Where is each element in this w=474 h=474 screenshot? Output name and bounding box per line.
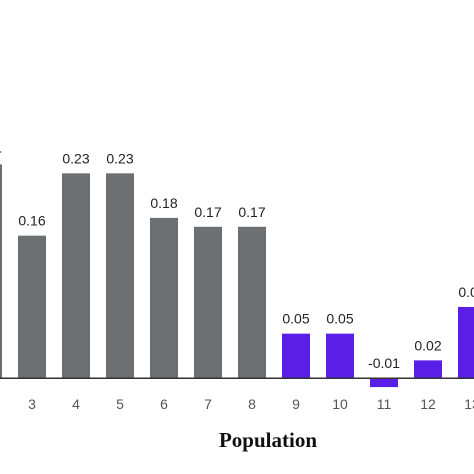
- x-tick-label: 3: [28, 396, 36, 412]
- value-label: 0.17: [194, 204, 221, 220]
- bar: [62, 173, 90, 379]
- bar: [458, 306, 474, 379]
- bar: [0, 164, 2, 379]
- bar: [194, 226, 222, 379]
- value-label: 0.16: [18, 213, 45, 229]
- value-label: 0.02: [414, 337, 441, 353]
- x-tick-label: 6: [160, 396, 168, 412]
- x-tick-label: 4: [72, 396, 80, 412]
- x-tick-label: 10: [332, 396, 348, 412]
- x-tick-label: 7: [204, 396, 212, 412]
- value-label: 0.05: [282, 311, 309, 327]
- value-label: 0.24: [0, 141, 2, 157]
- x-tick-label: 12: [420, 396, 436, 412]
- bar: [282, 333, 310, 379]
- value-label: 0.17: [238, 204, 265, 220]
- x-tick-label: 13: [464, 396, 474, 412]
- x-axis-label: Population: [219, 428, 317, 452]
- x-tick-label: 5: [116, 396, 124, 412]
- value-label: 0.05: [326, 311, 353, 327]
- x-tick-label: 11: [377, 396, 392, 412]
- value-label: 0.18: [150, 195, 177, 211]
- value-label: 0.08: [458, 284, 474, 300]
- bar: [326, 333, 354, 379]
- x-tick-label: 9: [292, 396, 300, 412]
- bar: [238, 226, 266, 379]
- bar: [18, 235, 46, 379]
- value-label: 0.23: [62, 150, 89, 166]
- value-label: -0.01: [368, 355, 400, 371]
- bar: [414, 360, 442, 379]
- x-tick-label: 8: [248, 396, 256, 412]
- bar: [370, 378, 398, 388]
- bar: [150, 217, 178, 379]
- bar: [106, 173, 134, 379]
- value-label: 0.23: [106, 150, 133, 166]
